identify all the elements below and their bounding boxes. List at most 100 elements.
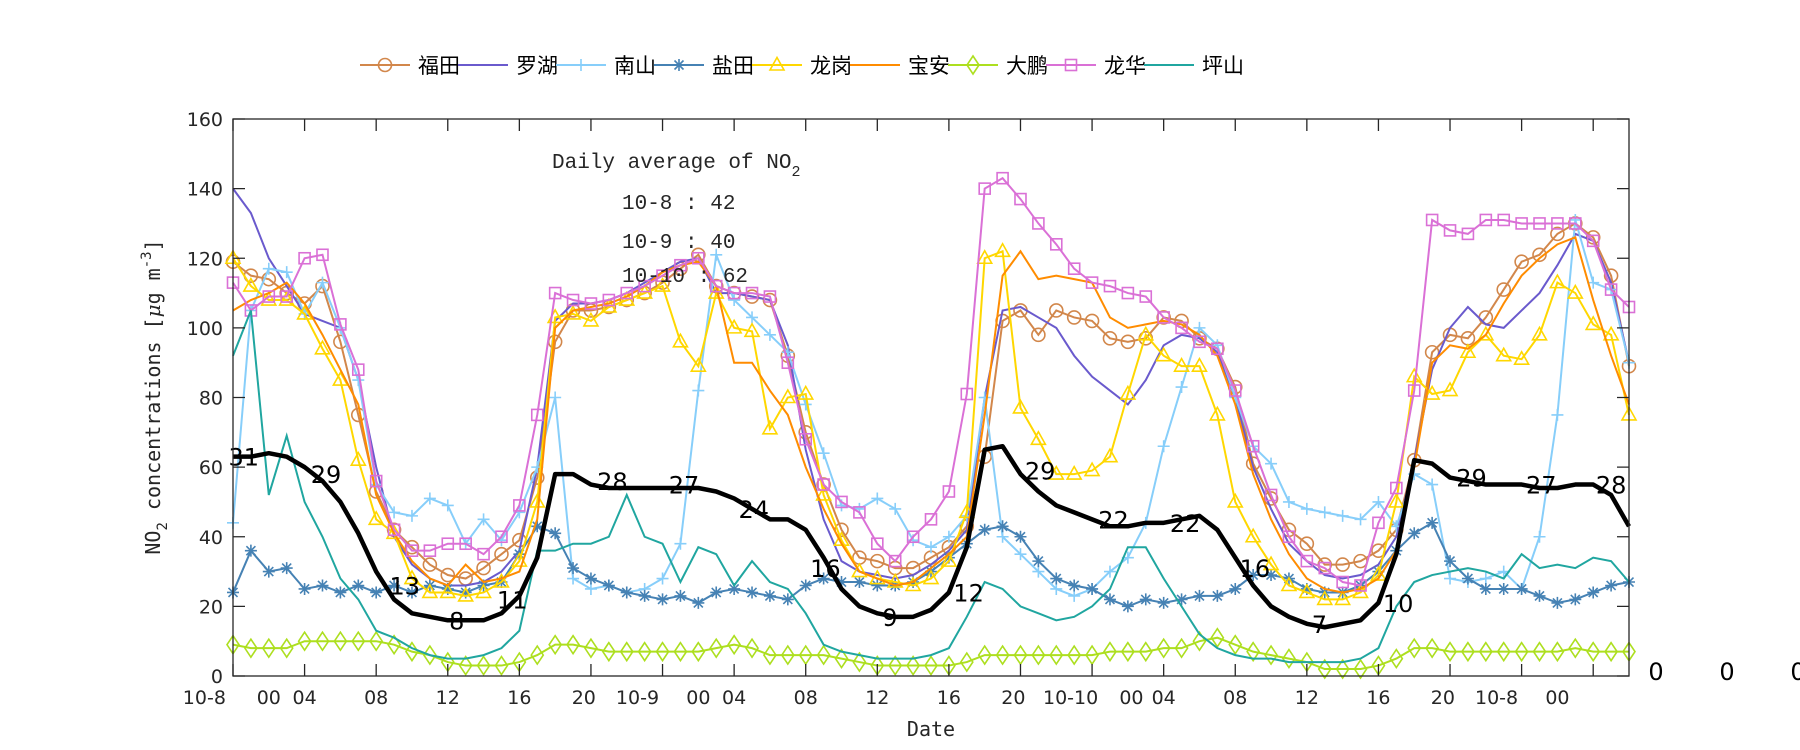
- square-marker: [692, 251, 705, 265]
- square-marker: [1443, 224, 1457, 237]
- x-tick-label: 12: [1295, 687, 1319, 709]
- y-tick-label: 80: [199, 388, 223, 410]
- triangle-marker: [1047, 464, 1065, 480]
- x-tick-label: 16: [937, 687, 961, 709]
- square-marker: [1407, 384, 1421, 397]
- square-marker: [1193, 335, 1206, 349]
- average-annotation: 13: [390, 572, 421, 600]
- triangle-marker: [1208, 405, 1226, 421]
- square-marker: [960, 387, 974, 401]
- square-marker: [530, 408, 544, 422]
- square-marker: [996, 171, 1009, 185]
- legend-item-罗湖: 罗湖: [458, 54, 558, 78]
- x-tick-label: 12: [865, 687, 889, 709]
- y-tick-label: 20: [199, 596, 223, 618]
- square-marker: [548, 286, 562, 300]
- asterisk-marker: [1479, 582, 1492, 595]
- average-annotation: 8: [449, 607, 464, 635]
- plus-marker: [871, 492, 884, 505]
- plus-marker: [978, 391, 991, 404]
- asterisk-marker: [1444, 555, 1457, 568]
- square-marker: [924, 513, 938, 526]
- asterisk-marker: [1569, 593, 1582, 606]
- square-marker: [584, 297, 598, 310]
- square-marker: [978, 182, 991, 195]
- diamond-marker: [476, 655, 491, 676]
- x-axis-label: Date: [907, 717, 955, 741]
- triangle-marker: [528, 492, 546, 508]
- asterisk-marker: [370, 586, 383, 599]
- triangle-marker: [761, 419, 779, 435]
- circle-marker: [1102, 331, 1118, 346]
- triangle-marker: [385, 524, 403, 540]
- triangle-marker: [940, 551, 958, 567]
- asterisk-marker: [280, 562, 293, 575]
- x-tick-label: 10-9: [616, 687, 659, 709]
- series-line: [232, 188, 1630, 587]
- triangle-marker: [314, 339, 331, 355]
- plus-marker: [1193, 321, 1206, 334]
- x-tick-label: 04: [722, 687, 746, 709]
- x-tick-label: 00: [1545, 687, 1569, 709]
- square-marker: [1318, 561, 1332, 575]
- plus-marker: [575, 59, 587, 71]
- circle-marker: [440, 567, 456, 583]
- diamond-marker: [1496, 641, 1511, 663]
- triangle-marker: [1030, 430, 1047, 446]
- circle-marker: [422, 557, 438, 572]
- triangle-marker: [332, 370, 349, 386]
- average-annotation: 12: [953, 579, 984, 607]
- asterisk-marker: [388, 579, 401, 592]
- square-marker: [835, 495, 848, 509]
- plus-marker: [1551, 408, 1564, 421]
- square-marker: [477, 547, 490, 561]
- asterisk-marker: [1497, 582, 1510, 595]
- circle-marker: [1550, 226, 1565, 242]
- diamond-marker: [1228, 634, 1243, 656]
- asterisk-marker: [710, 586, 723, 599]
- legend-item-龙岗: 龙岗: [752, 54, 852, 78]
- plus-marker: [763, 328, 776, 341]
- circle-marker: [744, 289, 760, 304]
- diamond-marker: [924, 655, 938, 676]
- diamond-marker: [583, 637, 598, 659]
- triangle-marker: [743, 322, 761, 338]
- asterisk-marker: [1121, 600, 1134, 613]
- diamond-marker: [422, 644, 437, 666]
- diamond-marker: [673, 641, 688, 663]
- asterisk-marker: [620, 586, 633, 599]
- square-marker: [459, 537, 472, 551]
- triangle-marker: [367, 510, 385, 526]
- diamond-marker: [601, 641, 616, 663]
- diamond-marker: [888, 655, 903, 676]
- asterisk-marker: [1103, 593, 1116, 606]
- plus-marker: [280, 266, 293, 279]
- average-line: [233, 443, 1631, 630]
- plus-marker: [710, 248, 723, 261]
- square-marker: [1551, 217, 1564, 230]
- asterisk-marker: [656, 593, 669, 606]
- square-marker: [1354, 579, 1367, 592]
- asterisk-marker: [1587, 586, 1600, 599]
- triangle-marker: [1549, 273, 1566, 289]
- square-marker: [387, 523, 401, 537]
- average-annotation: 29: [1456, 465, 1487, 493]
- right-zero-label: 0: [1648, 658, 1663, 686]
- triangle-marker: [1280, 576, 1298, 592]
- square-marker: [262, 290, 276, 303]
- square-marker: [441, 537, 455, 551]
- square-marker: [298, 251, 311, 265]
- triangle-marker: [1119, 384, 1137, 400]
- square-marker: [369, 474, 383, 488]
- triangle-marker: [768, 55, 786, 71]
- asterisk-marker: [1175, 593, 1188, 606]
- daily-average-textbox: Daily average of NO2 10-8 : 42 10-9 : 40…: [552, 152, 800, 289]
- square-marker: [1461, 227, 1475, 241]
- triangle-marker: [1083, 461, 1101, 477]
- y-axis-label: NO2 concentrations [μg m-3]: [139, 239, 171, 554]
- plus-marker: [549, 391, 562, 404]
- legend-label: 宝安: [908, 54, 950, 78]
- square-marker: [334, 318, 347, 331]
- plus-marker: [441, 499, 454, 512]
